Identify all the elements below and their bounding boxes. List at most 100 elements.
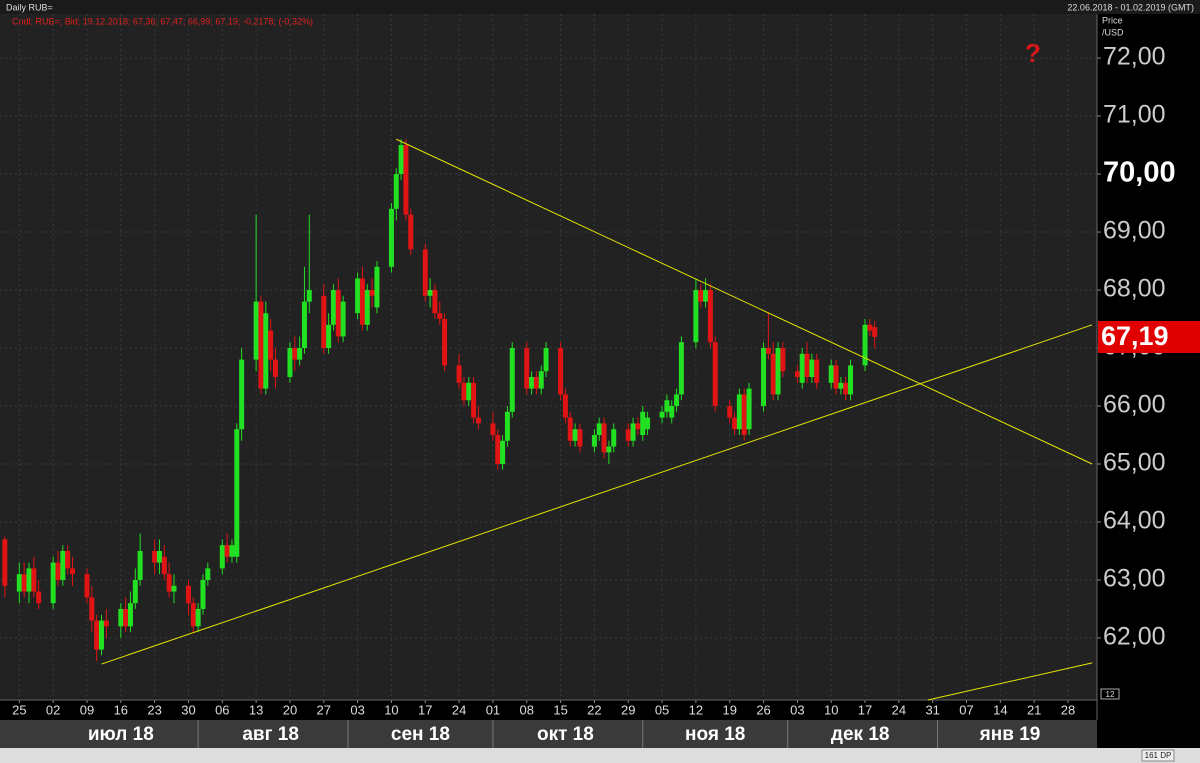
candle-body: [543, 348, 549, 372]
candle-body: [330, 290, 336, 325]
x-tick-label: 01: [486, 702, 500, 717]
candle-body: [761, 348, 767, 406]
candle-body: [809, 359, 815, 378]
candle-body: [698, 290, 704, 302]
x-tick-label: 21: [1027, 702, 1041, 717]
x-tick-label: 24: [452, 702, 466, 717]
candle-body: [364, 290, 370, 325]
x-tick-label: 31: [925, 702, 939, 717]
candle-body: [306, 290, 312, 302]
y-tick-label: 71,00: [1103, 101, 1166, 129]
candle-body: [190, 603, 196, 627]
x-tick-label: 09: [80, 702, 94, 717]
month-label: янв 19: [979, 724, 1041, 745]
candle-body: [471, 382, 477, 418]
candle-body: [538, 371, 544, 389]
candle-body: [833, 365, 839, 389]
x-tick-label: 19: [722, 702, 736, 717]
candle-body: [200, 579, 206, 609]
x-tick-label: 02: [46, 702, 60, 717]
candle-body: [118, 608, 124, 627]
candle-body: [224, 545, 230, 557]
x-tick-label: 20: [283, 702, 297, 717]
candle-body: [625, 429, 631, 441]
candle-body: [466, 382, 472, 401]
candle-body: [741, 394, 747, 435]
candle-body: [127, 603, 133, 627]
candle-body: [674, 394, 680, 406]
candle-body: [98, 620, 104, 650]
candle-body: [335, 290, 341, 337]
candle-body: [321, 295, 327, 349]
candle-body: [427, 290, 433, 296]
trendline: [927, 662, 1093, 701]
candle-body: [843, 382, 849, 395]
x-tick-label: 17: [858, 702, 872, 717]
legend-text: Cndl; RUB=; Bid; 19.12.2018; 67,36; 67,4…: [12, 16, 313, 26]
candle-body: [703, 290, 709, 302]
x-tick-label: 17: [418, 702, 432, 717]
candle-body: [171, 585, 177, 592]
candle-body: [161, 556, 167, 575]
candle-body: [567, 417, 573, 441]
candle-body: [50, 562, 56, 604]
candle-body: [601, 423, 607, 453]
candle-body: [258, 301, 264, 389]
x-tick-label: 06: [215, 702, 229, 717]
candle-body: [804, 353, 810, 378]
candle-body: [374, 266, 380, 308]
candle-body: [432, 290, 438, 314]
candle-body: [727, 406, 733, 418]
candle-body: [732, 417, 738, 430]
corner-text: 12: [1106, 690, 1115, 699]
candle-body: [848, 365, 854, 395]
candle-body: [558, 348, 564, 395]
candle-body: [340, 301, 346, 337]
header-bar: [0, 0, 1200, 14]
candle-body: [611, 429, 617, 447]
candle-body: [94, 620, 100, 650]
candle-body: [765, 348, 771, 354]
candle-body: [355, 278, 361, 314]
candle-body: [707, 290, 713, 343]
candle-body: [152, 550, 158, 563]
candle-body: [69, 568, 75, 575]
month-label: сен 18: [391, 724, 450, 745]
candle-body: [529, 377, 535, 389]
y-axis-label: Price: [1102, 15, 1123, 25]
candle-body: [84, 574, 90, 598]
candle-body: [263, 313, 269, 389]
candle-body: [166, 574, 172, 592]
candle-body: [814, 359, 820, 383]
x-tick-label: 08: [520, 702, 534, 717]
candle-body: [524, 348, 530, 389]
candle-body: [60, 550, 66, 580]
candle-body: [645, 417, 651, 430]
x-tick-label: 10: [384, 702, 398, 717]
candle-body: [746, 388, 752, 430]
y-tick-label: 69,00: [1103, 217, 1166, 245]
x-tick-label: 22: [587, 702, 601, 717]
candle-body: [292, 348, 298, 360]
candle-body: [253, 301, 259, 360]
x-tick-label: 24: [892, 702, 906, 717]
candle-body: [828, 365, 834, 383]
candle-body: [664, 400, 670, 412]
candle-body: [185, 585, 191, 604]
status-bar: [0, 748, 1200, 763]
candle-body: [205, 568, 211, 580]
candle-body: [736, 394, 742, 430]
candle-body: [31, 568, 37, 592]
candle-body: [422, 249, 428, 296]
candle-body: [495, 434, 501, 464]
candle-body: [504, 411, 510, 441]
y-tick-label: 66,00: [1103, 391, 1166, 419]
candle-body: [369, 290, 375, 296]
candle-body: [403, 145, 409, 215]
candle-body: [229, 545, 235, 557]
month-band: [0, 720, 1097, 748]
candle-body: [239, 359, 245, 430]
candle-body: [234, 429, 240, 557]
candle-body: [780, 348, 786, 372]
